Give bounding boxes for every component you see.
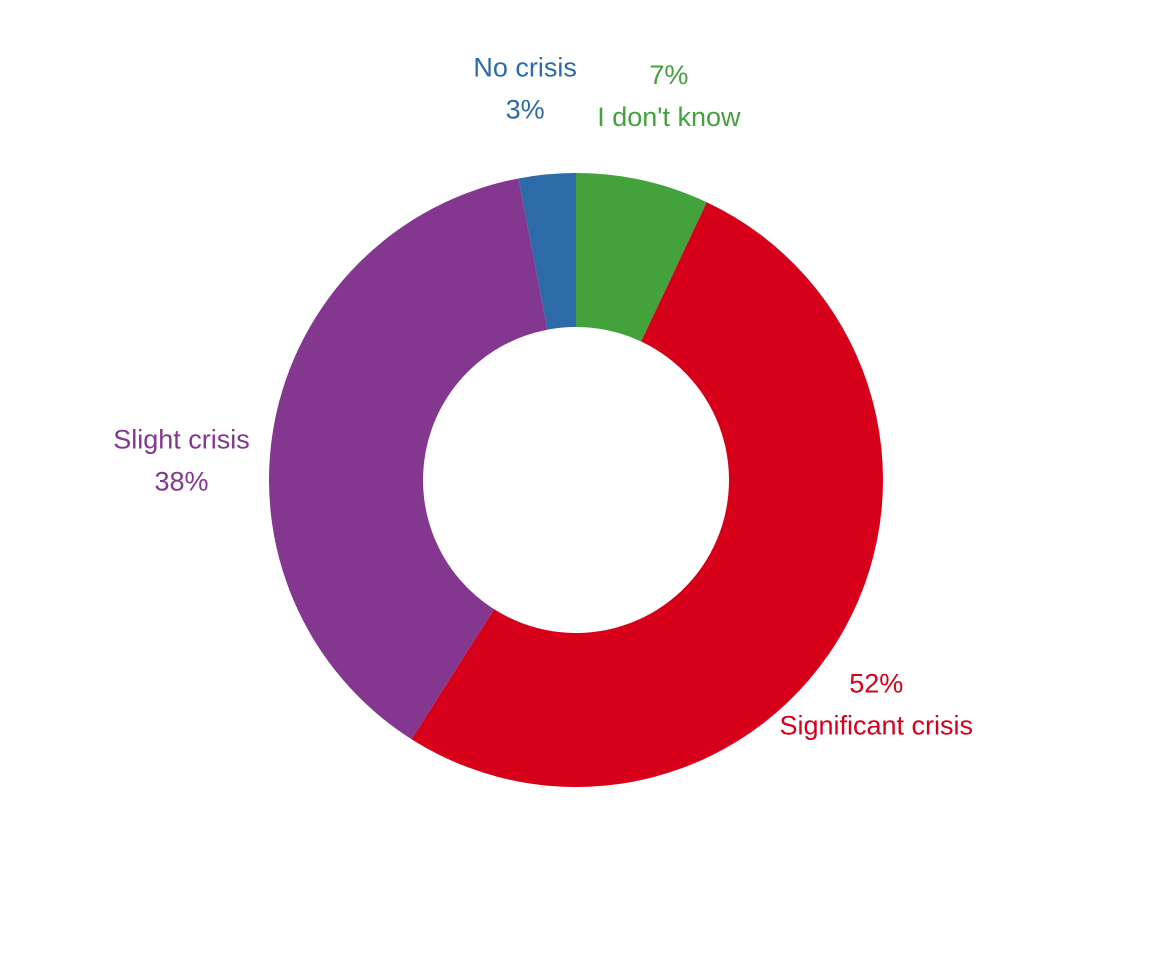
slices-group — [269, 173, 883, 788]
slice-name-label-slight-crisis: Slight crisis — [113, 425, 250, 455]
slice-pct-label-i-don-t-know: 7% — [649, 60, 688, 90]
slice-name-label-i-don-t-know: I don't know — [597, 102, 741, 132]
slice-pct-label-no-crisis: 3% — [506, 94, 545, 124]
slice-name-label-no-crisis: No crisis — [473, 52, 577, 82]
slice-significant-crisis — [411, 202, 883, 788]
slice-pct-label-significant-crisis: 52% — [849, 669, 903, 699]
slice-slight-crisis — [269, 178, 548, 740]
labels-group: 7% I don't know 52% Significant crisis Sligh… — [113, 52, 973, 740]
slice-no-crisis — [518, 173, 576, 330]
slice-name-label-significant-crisis: Significant crisis — [779, 711, 973, 741]
slice-pct-label-slight-crisis: 38% — [154, 467, 208, 497]
slice-i-don-t-know — [576, 173, 707, 342]
